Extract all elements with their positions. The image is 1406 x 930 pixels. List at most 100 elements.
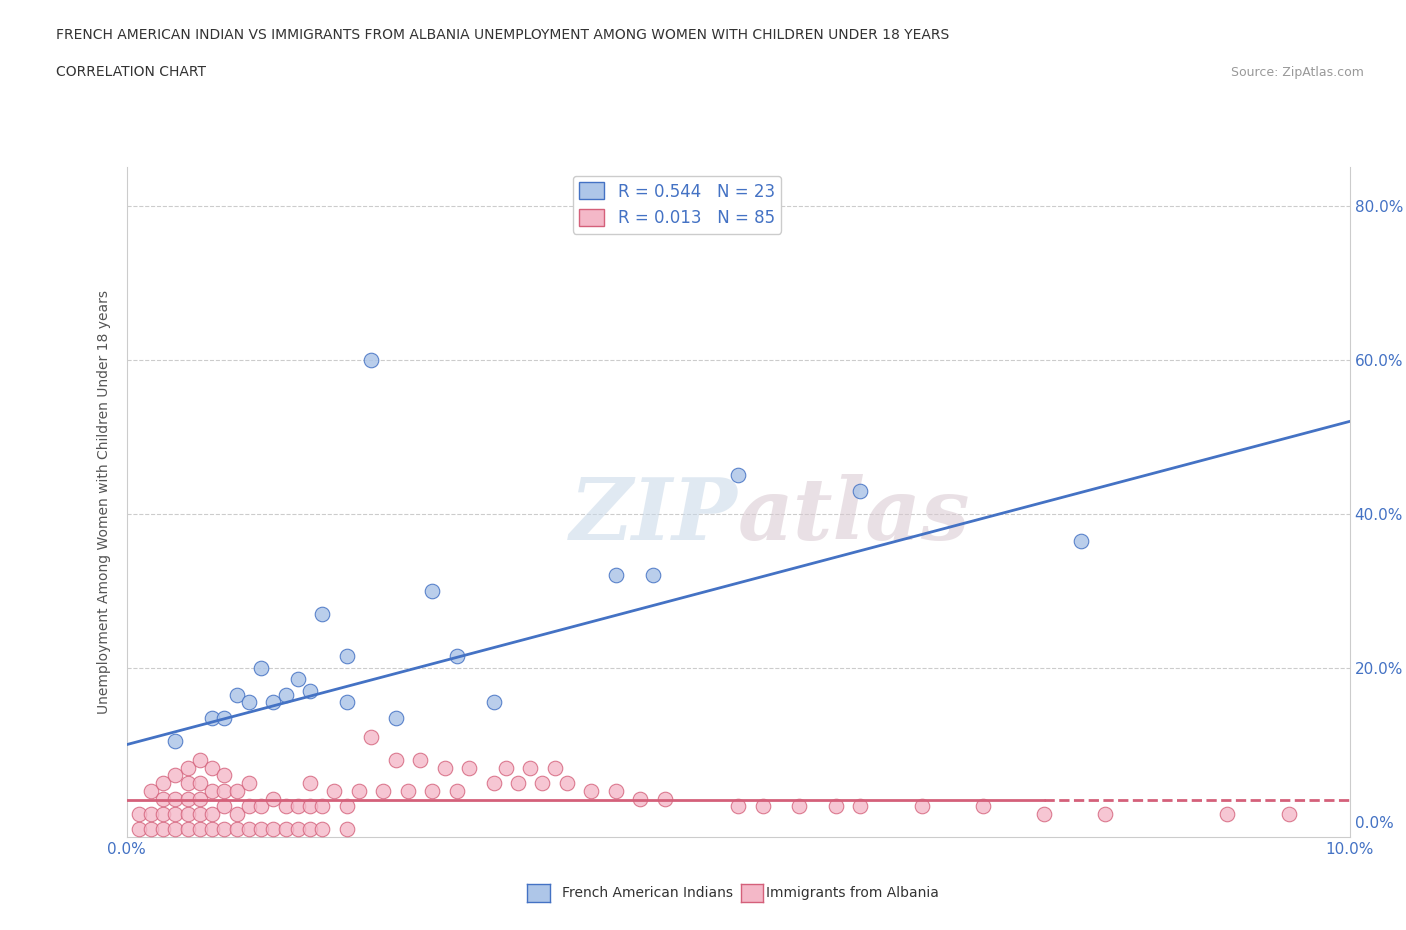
Point [336, 695, 359, 710]
Point [972, 799, 994, 814]
Point [1278, 806, 1301, 821]
Point [409, 752, 432, 767]
Point [238, 822, 260, 837]
Point [519, 761, 541, 776]
Point [347, 783, 370, 798]
Text: French American Indians: French American Indians [562, 885, 734, 900]
Point [336, 799, 359, 814]
Point [311, 822, 333, 837]
Point [238, 799, 260, 814]
Point [495, 761, 517, 776]
Point [482, 776, 505, 790]
Point [849, 799, 872, 814]
Point [299, 822, 322, 837]
Point [225, 806, 247, 821]
Point [360, 729, 382, 744]
Point [287, 799, 309, 814]
Point [433, 761, 456, 776]
Point [214, 822, 236, 837]
Point [139, 806, 162, 821]
Point [311, 606, 333, 621]
Point [311, 799, 333, 814]
Point [654, 791, 676, 806]
Text: CORRELATION CHART: CORRELATION CHART [56, 65, 207, 79]
Point [165, 806, 187, 821]
Point [641, 568, 664, 583]
Point [177, 761, 200, 776]
Point [544, 761, 567, 776]
Point [727, 468, 749, 483]
Point [188, 752, 211, 767]
Point [139, 822, 162, 837]
Point [1094, 806, 1116, 821]
Point [422, 783, 444, 798]
Text: ZIP: ZIP [571, 474, 738, 557]
Point [250, 660, 273, 675]
Point [214, 711, 236, 725]
Point [177, 791, 200, 806]
Point [214, 799, 236, 814]
Point [188, 806, 211, 821]
Point [214, 768, 236, 783]
Y-axis label: Unemployment Among Women with Children Under 18 years: Unemployment Among Women with Children U… [97, 290, 111, 714]
Point [201, 806, 224, 821]
Point [128, 806, 150, 821]
Point [188, 776, 211, 790]
Point [250, 822, 273, 837]
Point [262, 822, 284, 837]
Point [238, 776, 260, 790]
Text: FRENCH AMERICAN INDIAN VS IMMIGRANTS FROM ALBANIA UNEMPLOYMENT AMONG WOMEN WITH : FRENCH AMERICAN INDIAN VS IMMIGRANTS FRO… [56, 28, 949, 42]
Point [201, 711, 224, 725]
Point [849, 484, 872, 498]
Point [274, 799, 297, 814]
Point [1033, 806, 1056, 821]
Point [152, 822, 174, 837]
Point [188, 791, 211, 806]
Point [262, 791, 284, 806]
Point [274, 822, 297, 837]
Point [373, 783, 395, 798]
Point [177, 806, 200, 821]
Point [165, 822, 187, 837]
Point [422, 583, 444, 598]
Point [225, 822, 247, 837]
Point [299, 776, 322, 790]
Point [825, 799, 848, 814]
Point [396, 783, 419, 798]
Point [238, 695, 260, 710]
Point [482, 695, 505, 710]
Point [751, 799, 773, 814]
Point [152, 791, 174, 806]
Point [789, 799, 811, 814]
Point [336, 822, 359, 837]
Point [152, 776, 174, 790]
Point [531, 776, 554, 790]
Point [201, 783, 224, 798]
Point [201, 822, 224, 837]
Point [323, 783, 346, 798]
Point [605, 568, 627, 583]
Point [262, 695, 284, 710]
Point [360, 352, 382, 367]
Point [201, 761, 224, 776]
Point [446, 783, 468, 798]
Point [177, 822, 200, 837]
Point [1070, 533, 1092, 548]
Point [605, 783, 627, 798]
Point [128, 822, 150, 837]
Point [506, 776, 529, 790]
Point [177, 776, 200, 790]
Point [139, 783, 162, 798]
Text: atlas: atlas [738, 474, 970, 557]
Point [336, 649, 359, 664]
Point [384, 752, 406, 767]
Point [188, 822, 211, 837]
Point [287, 822, 309, 837]
Point [555, 776, 578, 790]
Point [274, 687, 297, 702]
Point [628, 791, 651, 806]
Legend: R = 0.544   N = 23, R = 0.013   N = 85: R = 0.544 N = 23, R = 0.013 N = 85 [572, 176, 782, 233]
Point [165, 768, 187, 783]
Point [299, 799, 322, 814]
Point [581, 783, 603, 798]
